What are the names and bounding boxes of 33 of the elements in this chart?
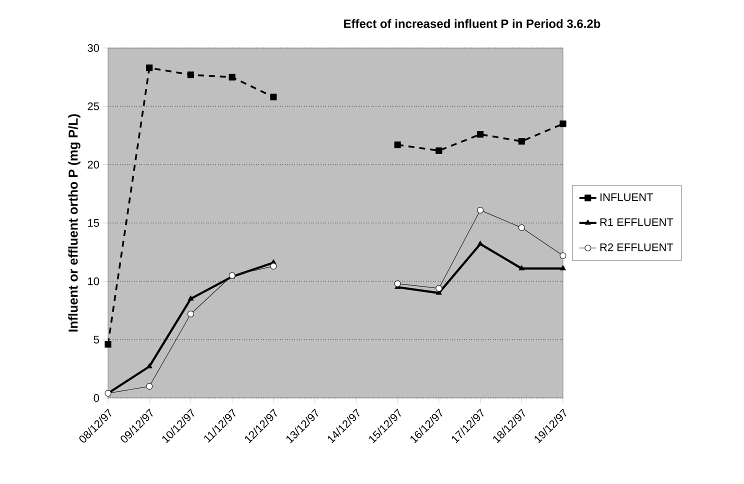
y-tick-label: 15 (88, 219, 100, 227)
y-tick-label: 0 (94, 394, 100, 402)
point (518, 224, 525, 231)
legend-label: R1 EFFLUENT (600, 218, 674, 226)
point (560, 265, 566, 270)
point (476, 206, 484, 214)
point (104, 341, 112, 348)
point (560, 252, 566, 259)
point (270, 262, 277, 270)
y-tick-label: 30 (88, 44, 100, 52)
chart-title: Effect of increased influent P in Period 3.6.2b (344, 19, 600, 28)
point (228, 74, 236, 80)
point (187, 72, 194, 78)
y-axis-title: Influent or effluent ortho P (mg P/L) (68, 114, 80, 332)
point (394, 280, 401, 287)
point (187, 310, 194, 318)
legend-label: R2 EFFLUENT (600, 243, 674, 252)
point (394, 142, 401, 148)
point (436, 285, 442, 292)
legend-label: INFLUENT (600, 193, 654, 202)
point (146, 64, 153, 72)
point (518, 138, 525, 145)
point (146, 383, 153, 390)
point (476, 131, 484, 138)
y-tick-label: 25 (88, 102, 100, 110)
point (518, 265, 525, 270)
point (270, 94, 277, 100)
y-tick-label: 10 (88, 277, 100, 286)
y-tick-label: 20 (88, 160, 100, 169)
point (436, 147, 442, 154)
point (560, 120, 566, 128)
point (188, 296, 194, 301)
y-tick-label: 5 (94, 336, 100, 344)
